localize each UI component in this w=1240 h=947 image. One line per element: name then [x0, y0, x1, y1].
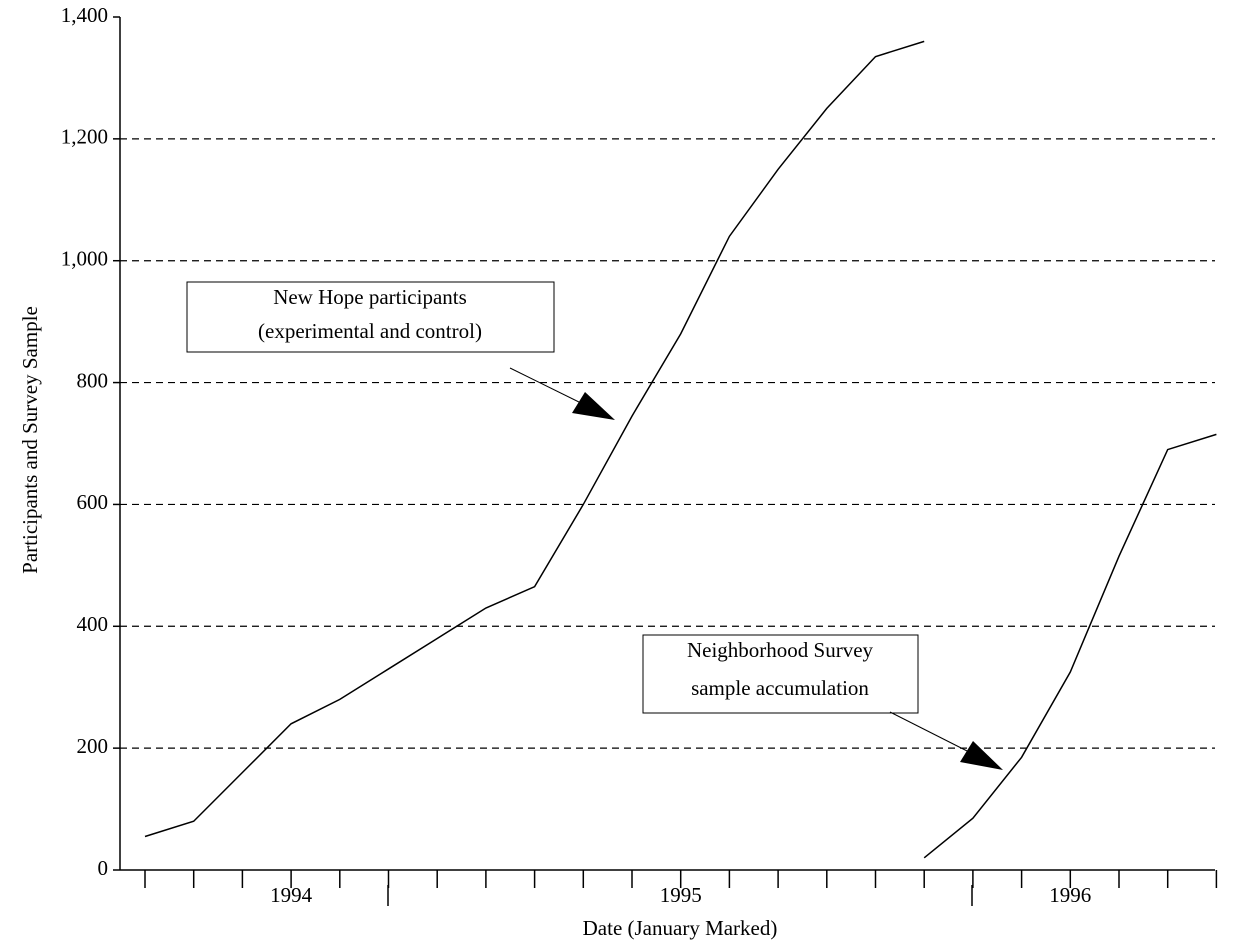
x-axis-title: Date (January Marked)	[583, 916, 778, 940]
annotation-arrow	[509, 367, 586, 406]
x-tick-label: 1995	[660, 883, 702, 907]
x-tick-label: 1996	[1049, 883, 1091, 907]
annotation-text: New Hope participants	[273, 285, 467, 309]
annotation-arrowhead	[960, 741, 1003, 770]
y-tick-label: 400	[77, 612, 109, 636]
y-tick-label: 800	[77, 368, 109, 392]
y-tick-label: 600	[77, 490, 109, 514]
series-line	[144, 40, 925, 838]
y-tick-label: 1,000	[61, 247, 108, 271]
y-tick-label: 1,200	[61, 125, 108, 149]
annotation-text: (experimental and control)	[258, 319, 482, 343]
y-tick-label: 200	[77, 734, 109, 758]
y-tick-label: 0	[98, 856, 109, 880]
x-tick-label: 1994	[270, 883, 313, 907]
series-line	[923, 433, 1217, 859]
annotation-box	[186, 281, 555, 353]
annotation-arrowhead	[572, 392, 615, 420]
y-axis-title: Participants and Survey Sample	[18, 306, 42, 574]
annotation-box	[642, 634, 919, 714]
annotation-text: Neighborhood Survey	[687, 638, 874, 662]
y-tick-label: 1,400	[61, 3, 108, 27]
annotation-text: sample accumulation	[691, 676, 869, 700]
annotation-arrow	[889, 711, 976, 756]
